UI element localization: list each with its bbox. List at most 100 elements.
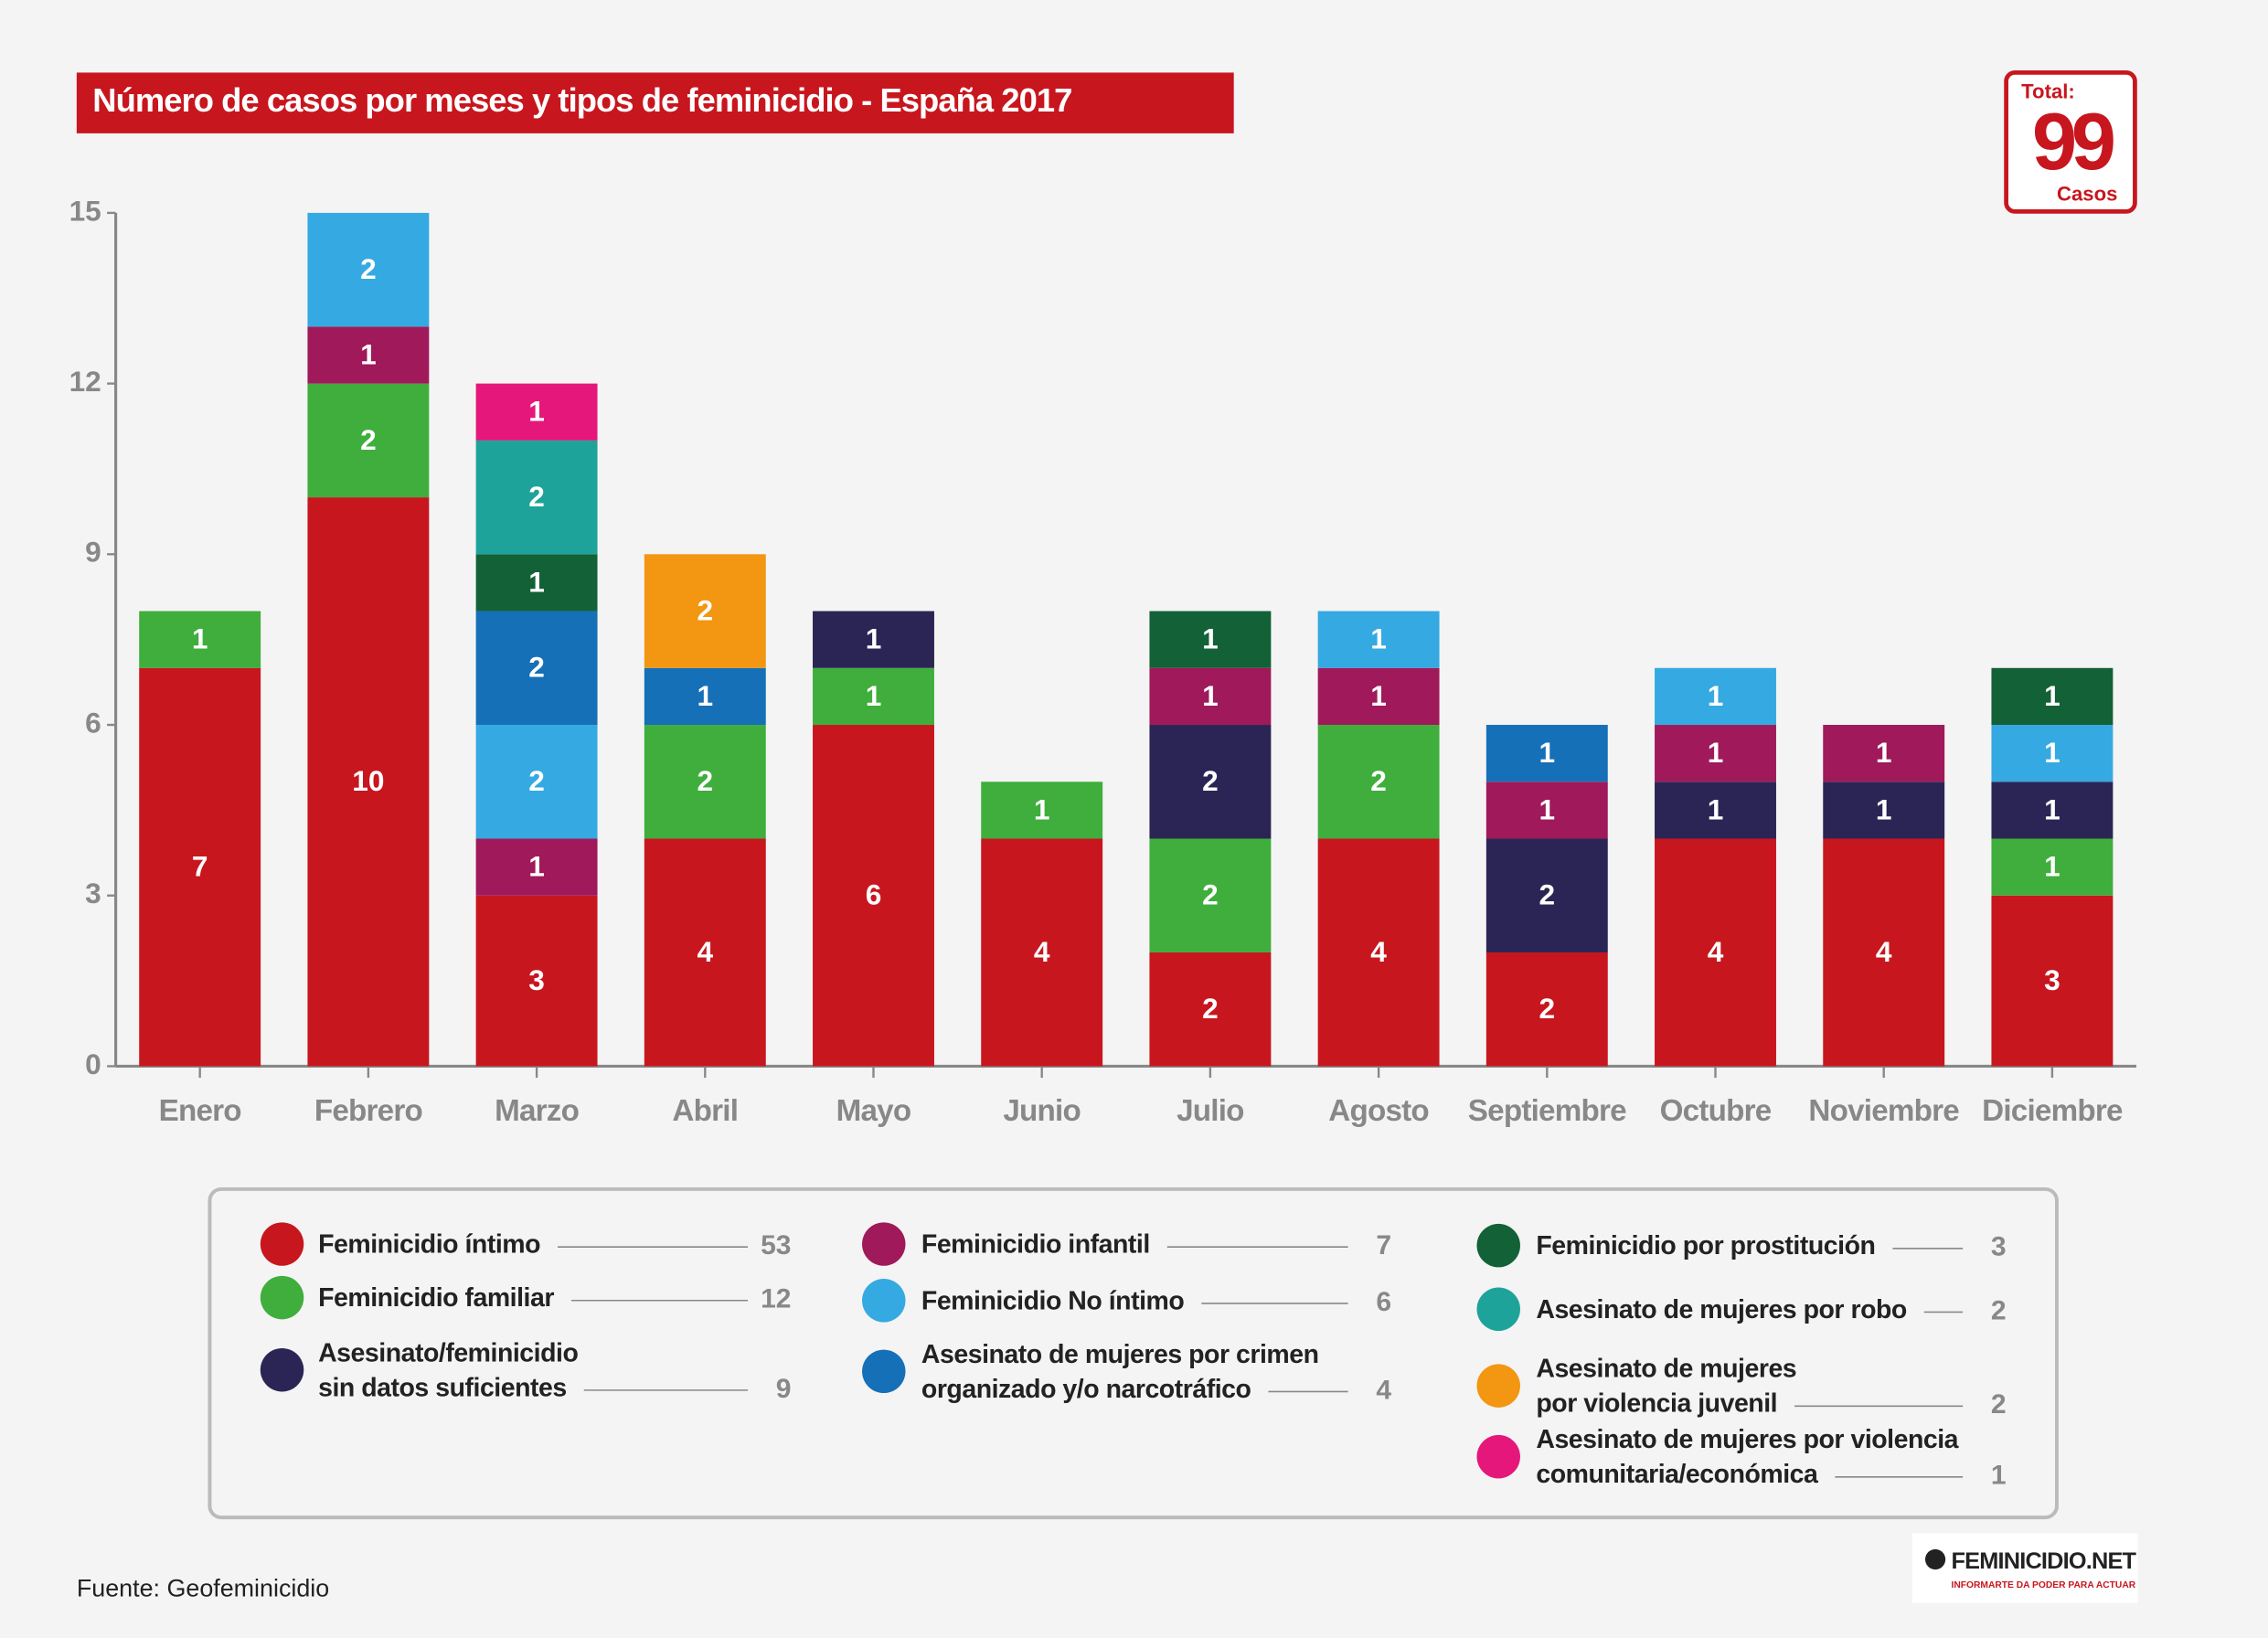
bar-segment (1317, 725, 1440, 839)
data-label: 2 (528, 651, 545, 684)
legend-label: Asesinato de mujeres por violencia juveni… (1536, 1354, 1796, 1418)
x-tick-label: Septiembre (1468, 1094, 1626, 1128)
data-label: 2 (1539, 992, 1556, 1025)
legend-label: Asesinato de mujeres por violencia comuni… (1536, 1425, 1959, 1489)
data-label: 1 (2044, 679, 2060, 712)
bar-segment (139, 667, 261, 1067)
data-label: 2 (528, 764, 545, 797)
bar-segment (139, 611, 261, 668)
data-label: 1 (528, 395, 545, 428)
data-label: 1 (2044, 736, 2060, 769)
data-label: 1 (1708, 736, 1724, 769)
bar-segment (475, 611, 598, 726)
data-label: 1 (1876, 792, 1892, 825)
data-label: 2 (360, 423, 377, 456)
data-label: 4 (1370, 935, 1387, 968)
bar-segment (475, 554, 598, 612)
bar-segment (1149, 725, 1272, 839)
bar-segment (1149, 952, 1272, 1067)
legend-swatch (1476, 1434, 1520, 1479)
data-label: 4 (1034, 935, 1050, 968)
bar-segment (1485, 838, 1608, 952)
data-label: 3 (528, 963, 545, 996)
legend-total: 1 (1991, 1461, 2007, 1491)
legend-swatch (862, 1222, 906, 1266)
total-unit: Casos (2057, 183, 2117, 206)
total-badge (2004, 70, 2137, 214)
total-value: 99 (2032, 96, 2114, 186)
legend-label: Asesinato/feminicidio sin datos suficient… (318, 1338, 578, 1402)
data-label: 1 (2044, 850, 2060, 883)
bar-segment (1991, 895, 2114, 1067)
bar-segment (1823, 838, 1945, 1067)
x-tick-label: Noviembre (1808, 1094, 1959, 1128)
data-label: 1 (866, 679, 882, 712)
x-tick-label: Abril (672, 1094, 738, 1128)
bar-segment (1991, 667, 2114, 726)
x-tick-label: Agosto (1328, 1094, 1429, 1128)
data-label: 7 (192, 850, 208, 883)
bar-segment (307, 326, 430, 384)
y-tick-label: 3 (85, 877, 101, 909)
bar-segment (307, 497, 430, 1067)
data-label: 2 (1202, 878, 1219, 911)
data-label: 6 (866, 878, 882, 911)
legend-swatch (260, 1222, 304, 1266)
y-tick-label: 9 (85, 536, 101, 569)
data-label: 4 (1708, 935, 1724, 968)
data-label: 2 (697, 764, 713, 797)
logo-box (1911, 1533, 2138, 1603)
data-label: 1 (2044, 792, 2060, 825)
legend-label: Asesinato de mujeres por robo (1536, 1294, 1907, 1324)
legend-swatch (1476, 1223, 1520, 1268)
legend-total: 6 (1376, 1287, 1391, 1317)
bar-segment (981, 782, 1103, 839)
bar-segment (1485, 952, 1608, 1067)
title-box (76, 72, 1234, 133)
logo-icon (1925, 1548, 1946, 1570)
x-tick-label: Enero (159, 1094, 241, 1128)
x-tick-label: Diciembre (1982, 1094, 2123, 1128)
legend-total: 2 (1991, 1295, 2007, 1325)
chart-title: Número de casos por meses y tipos de fem… (92, 81, 1071, 119)
data-label: 1 (697, 679, 713, 712)
bar-segment (644, 838, 766, 1067)
data-label: 4 (1876, 935, 1892, 968)
data-label: 2 (1202, 764, 1219, 797)
legend-total: 2 (1991, 1389, 2007, 1420)
bar-segment (475, 838, 598, 896)
legend-total: 3 (1991, 1232, 2007, 1262)
legend-label: Feminicidio por prostitución (1536, 1231, 1875, 1260)
data-label: 1 (1708, 679, 1724, 712)
bar-segment (1149, 611, 1272, 668)
data-label: 1 (1876, 736, 1892, 769)
bar-segment (981, 838, 1103, 1067)
data-label: 2 (697, 593, 713, 626)
legend-box (208, 1186, 2059, 1520)
x-tick-label: Julio (1177, 1094, 1244, 1128)
bar-segment (307, 212, 430, 327)
y-tick-label: 6 (85, 706, 101, 739)
legend-total: 12 (761, 1284, 791, 1314)
bar-segment (813, 667, 934, 726)
bar-segment (644, 667, 766, 726)
bar-segment (1149, 667, 1272, 726)
data-label: 1 (1708, 792, 1724, 825)
bar-segment (1485, 725, 1608, 782)
data-label: 1 (1202, 622, 1219, 655)
y-tick-label: 0 (85, 1048, 101, 1080)
legend-swatch (1476, 1364, 1520, 1408)
data-label: 1 (1370, 622, 1387, 655)
x-tick-label: Mayo (836, 1094, 911, 1128)
data-label: 2 (1202, 992, 1219, 1025)
bar-segment (1823, 782, 1945, 839)
total-label: Total: (2021, 80, 2075, 102)
legend-swatch (260, 1347, 304, 1392)
data-label: 2 (1370, 764, 1387, 797)
bar-segment (1317, 838, 1440, 1067)
data-label: 4 (697, 935, 713, 968)
data-label: 1 (192, 622, 208, 655)
legend-total: 4 (1376, 1375, 1391, 1405)
data-label: 2 (528, 480, 545, 513)
